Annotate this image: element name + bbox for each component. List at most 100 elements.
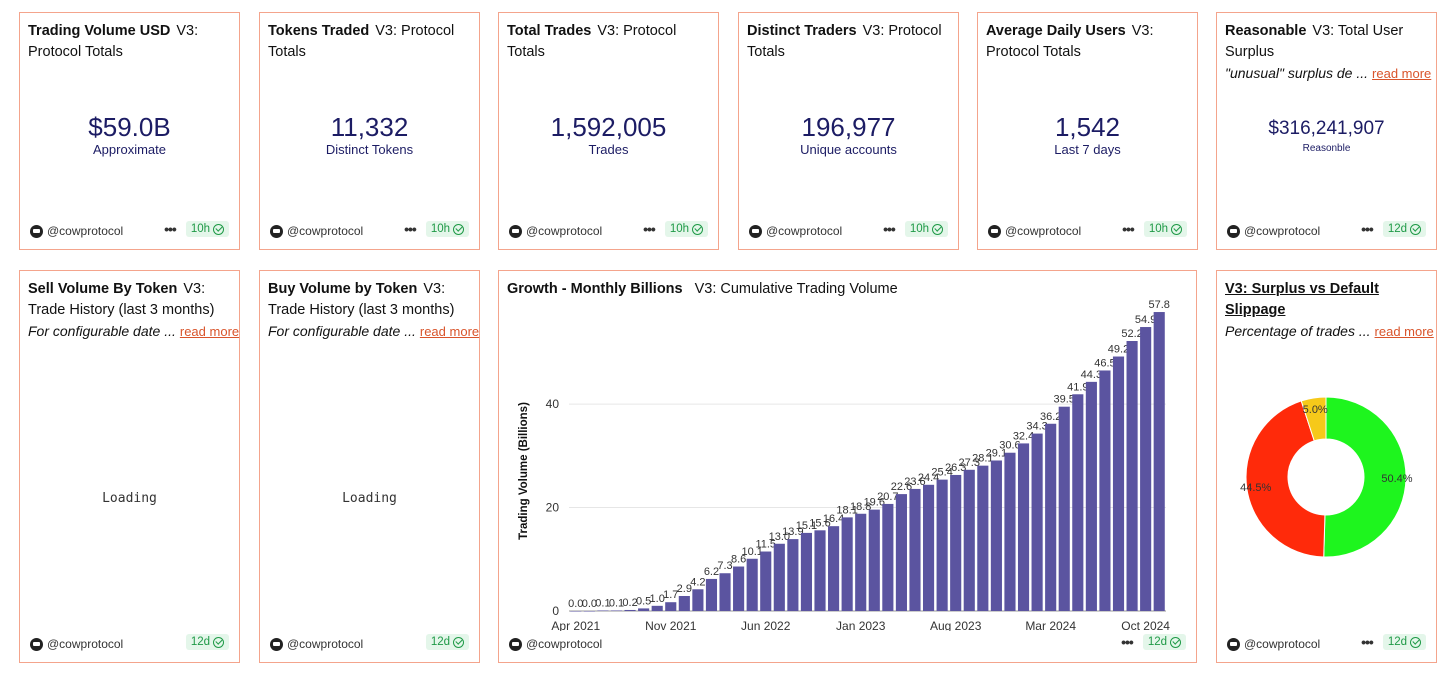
sell-volume-card: Sell Volume By Token V3: Trade History (l… <box>19 270 240 663</box>
more-options-icon[interactable]: ••• <box>1361 634 1374 650</box>
data-label: 0.0 <box>568 598 583 610</box>
card-subtitle: V3: Protocol Totals <box>507 23 677 60</box>
data-label: 10.1 <box>741 546 762 558</box>
owner-link[interactable]: @cowprotocol <box>988 224 1081 238</box>
card-title: Sell Volume By Token <box>28 281 178 297</box>
more-options-icon[interactable]: ••• <box>883 221 896 237</box>
card-footer: @cowprotocol ••• 12d <box>1227 221 1426 241</box>
refresh-age-badge[interactable]: 12d <box>425 634 469 650</box>
stat-value: 1,542 <box>1054 112 1121 142</box>
data-label: 36.2 <box>1040 411 1061 423</box>
card-title[interactable]: V3: Surplus vs Default Slippage <box>1225 281 1379 318</box>
slice-label: 44.5% <box>1240 482 1271 494</box>
stat-card: Reasonable V3: Total User Surplus "unusual… <box>1216 12 1437 250</box>
bar <box>787 539 799 611</box>
data-label: 0.0 <box>582 598 597 610</box>
description-text: For configurable date ... <box>268 323 416 339</box>
owner-name: @cowprotocol <box>287 224 364 238</box>
data-label: 4.2 <box>690 576 705 588</box>
loading-text: Loading <box>342 491 397 506</box>
bar <box>1045 423 1057 611</box>
stat-label: Last 7 days <box>1054 142 1121 157</box>
bar <box>638 608 650 611</box>
card-header: Average Daily Users V3: Protocol Totals <box>986 21 1189 63</box>
owner-link[interactable]: @cowprotocol <box>30 224 123 238</box>
data-label: 44.3 <box>1081 369 1102 381</box>
card-title: Trading Volume USD <box>28 23 171 39</box>
check-circle-icon <box>932 223 943 235</box>
buy-volume-card: Buy Volume by Token V3: Trade History (la… <box>259 270 480 663</box>
bar <box>800 532 813 611</box>
card-header: Sell Volume By Token V3: Trade History (l… <box>28 279 239 342</box>
read-more-link[interactable]: read more <box>419 324 480 339</box>
owner-name: @cowprotocol <box>1005 224 1082 238</box>
more-options-icon[interactable]: ••• <box>1361 221 1374 237</box>
stat-value: 11,332 <box>330 112 409 142</box>
loading-text: Loading <box>102 491 157 506</box>
refresh-age-badge[interactable]: 12d <box>1142 634 1186 650</box>
cowprotocol-logo-icon <box>988 224 1001 238</box>
refresh-age-badge[interactable]: 10h <box>185 221 229 237</box>
refresh-age-badge[interactable]: 10h <box>1143 221 1187 237</box>
card-title: Buy Volume by Token <box>268 281 418 297</box>
age-text: 12d <box>1147 636 1167 648</box>
donut-slice <box>1300 396 1327 442</box>
card-title: Tokens Traded <box>268 23 370 39</box>
owner-link[interactable]: @cowprotocol <box>1227 637 1320 651</box>
more-options-icon[interactable]: ••• <box>1122 221 1135 237</box>
stat-label: Approximate <box>93 142 166 157</box>
more-options-icon[interactable]: ••• <box>164 221 177 237</box>
card-footer: @cowprotocol ••• 10h <box>30 221 229 241</box>
bar <box>1153 312 1165 611</box>
surplus-donut-chart: 50.4% 44.5% 5.0% <box>1240 396 1413 558</box>
cowprotocol-logo-icon <box>509 637 522 651</box>
refresh-age-badge[interactable]: 12d <box>1382 634 1426 650</box>
y-axis-label: Trading Volume (Billions) <box>518 402 530 540</box>
stat-value: 1,592,005 <box>550 112 667 142</box>
data-label: 13.9 <box>782 526 803 538</box>
data-label: 7.3 <box>717 560 732 572</box>
stat-label: Reasonble <box>1302 143 1351 154</box>
data-label: 54.9 <box>1135 314 1156 326</box>
age-text: 10h <box>909 223 929 235</box>
owner-link[interactable]: @cowprotocol <box>509 637 602 651</box>
x-tick-label: Nov 2021 <box>645 619 697 631</box>
more-options-icon[interactable]: ••• <box>404 221 417 237</box>
read-more-link[interactable]: read more <box>179 324 240 339</box>
bar <box>1072 394 1084 611</box>
bar <box>855 513 867 611</box>
refresh-age-badge[interactable]: 12d <box>1382 221 1426 237</box>
owner-link[interactable]: @cowprotocol <box>1227 224 1320 238</box>
owner-link[interactable]: @cowprotocol <box>270 637 363 651</box>
bar <box>1004 452 1016 611</box>
owner-link[interactable]: @cowprotocol <box>749 224 842 238</box>
card-header: Distinct Traders V3: Protocol Totals <box>747 21 950 63</box>
refresh-age-badge[interactable]: 12d <box>185 634 229 650</box>
card-footer: @cowprotocol ••• 12d <box>509 634 1186 654</box>
bar <box>1017 443 1030 611</box>
bar <box>733 566 745 611</box>
read-more-link[interactable]: read more <box>1372 66 1432 81</box>
bar <box>868 509 880 611</box>
more-options-icon[interactable]: ••• <box>643 221 656 237</box>
owner-link[interactable]: @cowprotocol <box>509 224 602 238</box>
bar <box>841 517 853 611</box>
read-more-link[interactable]: read more <box>1374 324 1434 339</box>
y-tick-label: 40 <box>546 397 560 411</box>
owner-name: @cowprotocol <box>526 224 603 238</box>
more-options-icon[interactable]: ••• <box>1121 634 1134 650</box>
stat-value-block: 196,977 Unique accounts <box>739 112 958 157</box>
data-label: 15.1 <box>796 520 817 532</box>
refresh-age-badge[interactable]: 10h <box>425 221 469 237</box>
owner-link[interactable]: @cowprotocol <box>270 224 363 238</box>
stat-value-block: $59.0B Approximate <box>20 112 239 157</box>
x-tick-label: Oct 2024 <box>1121 619 1170 631</box>
refresh-age-badge[interactable]: 10h <box>664 221 708 237</box>
bar <box>597 610 609 611</box>
bar <box>719 573 731 611</box>
owner-link[interactable]: @cowprotocol <box>30 637 123 651</box>
refresh-age-badge[interactable]: 10h <box>904 221 948 237</box>
description-text: "unusual" surplus de ... <box>1225 65 1369 81</box>
age-text: 10h <box>669 223 689 235</box>
slice-label: 50.4% <box>1381 473 1412 485</box>
